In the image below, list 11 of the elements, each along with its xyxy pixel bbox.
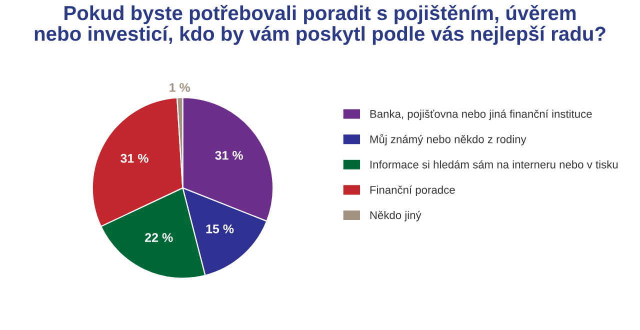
legend-label: Někdo jiný [370, 210, 422, 222]
chart-title: Pokud byste potřebovali poradit s pojištěním, úvěrem nebo investicí, kdo by vám poskytl podle vás nejlepší radu? [34, 4, 606, 45]
legend-label: Informace si hledám sám na interneru nebo v tisku [370, 160, 618, 169]
data-label: 15 % [206, 224, 234, 234]
data-label: 31 % [215, 150, 243, 160]
legend-label: Finanční poradce [370, 186, 455, 196]
data-label: 22 % [145, 233, 173, 242]
data-label: 31 % [120, 154, 148, 163]
legend-label: Můj známý nebo někdo z rodiny [370, 134, 526, 146]
legend-label: Banka, pojišťovna nebo jiná finanční instituce [370, 110, 592, 120]
data-label: 1 % [170, 83, 190, 92]
